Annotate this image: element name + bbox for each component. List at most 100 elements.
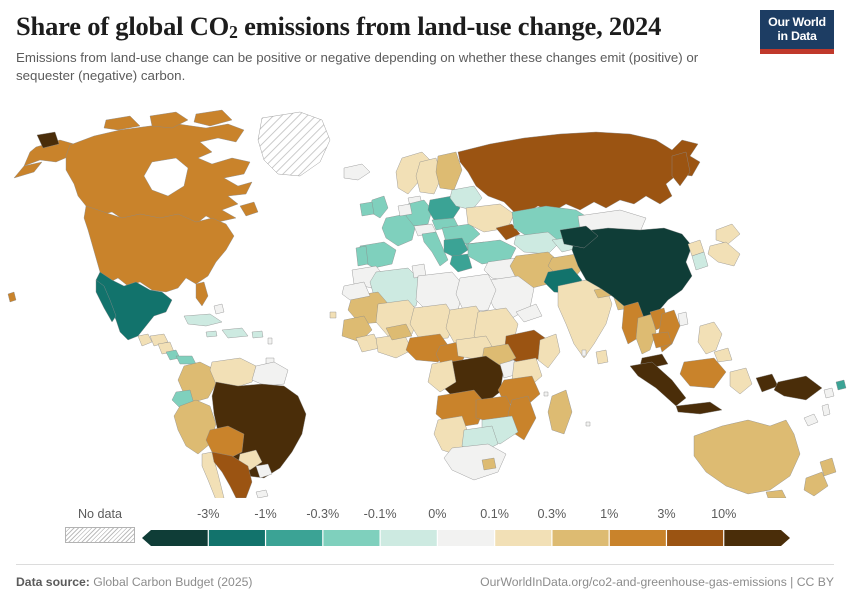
country-somalia[interactable]: Somalia bbox=[537, 333, 561, 369]
country-panama[interactable]: Panama bbox=[175, 355, 197, 365]
title-prefix: Share of global CO bbox=[16, 11, 230, 41]
country-philippines[interactable]: Philippines bbox=[697, 321, 723, 355]
country-hudson-bay[interactable]: Hudson Bay bbox=[143, 157, 189, 197]
country-new-zealand-south[interactable]: New Zealand South bbox=[803, 471, 829, 497]
world-map[interactable]: Greenland Alaska Alaska Peninsula Alaska… bbox=[0, 100, 850, 498]
country-canada-arctic-isle-1[interactable]: Canada Arctic Isle 1 bbox=[149, 111, 189, 129]
country-venezuela[interactable]: Venezuela bbox=[209, 357, 257, 389]
country-mali[interactable]: Mali bbox=[375, 299, 421, 337]
country-sri-lanka[interactable]: Sri Lanka bbox=[595, 349, 609, 365]
legend-bin[interactable]: more than 10% bbox=[723, 530, 790, 546]
country-puerto-rico[interactable]: Puerto Rico bbox=[251, 330, 264, 339]
country-hawaii[interactable]: Hawaii bbox=[7, 291, 17, 303]
country-florida[interactable]: Florida bbox=[195, 281, 209, 307]
country-japan[interactable]: Japan bbox=[715, 223, 741, 245]
country-cuba[interactable]: Cuba bbox=[183, 313, 223, 327]
country-yemen-oman[interactable]: Yemen Oman bbox=[515, 303, 543, 323]
country-russia[interactable]: Russia bbox=[457, 131, 701, 215]
country-niger[interactable]: Niger bbox=[409, 303, 457, 341]
owid-logo[interactable]: Our World in Data bbox=[760, 10, 834, 54]
country-comoros[interactable]: Comoros bbox=[543, 391, 549, 397]
country-bahamas[interactable]: Bahamas bbox=[213, 303, 225, 315]
country-philippines-mindanao[interactable]: Philippines Mindanao bbox=[713, 347, 733, 363]
country-alaska-peninsula[interactable]: Alaska Peninsula bbox=[13, 161, 43, 179]
country-sulawesi[interactable]: Sulawesi bbox=[729, 367, 753, 395]
country-vanuatu[interactable]: Vanuatu bbox=[821, 403, 831, 417]
country-haiti-dominican[interactable]: Haiti Dominican bbox=[221, 327, 249, 339]
attribution-link[interactable]: OurWorldInData.org/co2-and-greenhouse-ga… bbox=[480, 575, 834, 589]
country-falklands[interactable]: Falklands bbox=[255, 489, 269, 498]
legend-color-bar[interactable]: less than -3%-3% to -1%-1% to -0.3%-0.3%… bbox=[142, 530, 790, 546]
country-baja-california[interactable]: Baja California bbox=[95, 279, 117, 323]
country-uruguay[interactable]: Uruguay bbox=[255, 463, 273, 479]
legend-bin[interactable]: less than -3% bbox=[142, 530, 209, 546]
legend-tick-4: -0.1% bbox=[363, 507, 397, 521]
country-russia-kamchatka[interactable]: Russia Kamchatka bbox=[671, 151, 691, 187]
legend-bin[interactable]: 0.1% to 0.3% bbox=[494, 530, 552, 546]
country-gabon-congo[interactable]: Gabon Congo bbox=[427, 359, 457, 393]
country-mauritius[interactable]: Mauritius bbox=[585, 421, 591, 427]
country-maldives[interactable]: Maldives bbox=[581, 349, 587, 357]
country-argentina[interactable]: Argentina bbox=[211, 451, 253, 498]
country-south-korea[interactable]: South Korea bbox=[691, 251, 709, 271]
country-bolivia[interactable]: Bolivia bbox=[205, 425, 245, 461]
country-canada-arctic-isle-3[interactable]: Canada Arctic Isle 3 bbox=[103, 115, 141, 131]
country-fiji[interactable]: Fiji bbox=[835, 379, 847, 391]
legend-bin[interactable]: -1% to -0.3% bbox=[265, 530, 323, 546]
legend-bin[interactable]: 0% to 0.1% bbox=[437, 530, 495, 546]
legend-bin[interactable]: -3% to -1% bbox=[208, 530, 266, 546]
country-jamaica[interactable]: Jamaica bbox=[205, 330, 218, 338]
country-lesotho[interactable]: Lesotho bbox=[481, 457, 497, 471]
country-newfoundland[interactable]: Newfoundland bbox=[239, 201, 259, 217]
country-australia[interactable]: Australia bbox=[693, 419, 801, 495]
country-canada-arctic-isle-2[interactable]: Canada Arctic Isle 2 bbox=[193, 109, 233, 127]
country-china[interactable]: China bbox=[571, 227, 693, 327]
legend-bin[interactable]: 0.3% to 1% bbox=[551, 530, 610, 546]
country-egypt[interactable]: Egypt bbox=[455, 273, 497, 313]
country-iceland[interactable]: Iceland bbox=[343, 163, 371, 181]
country-italy[interactable]: Italy bbox=[421, 231, 449, 267]
country-alaska-inset-dark[interactable]: Alaska Inset Dark bbox=[36, 131, 60, 149]
legend-no-data-label: No data bbox=[77, 507, 123, 521]
country-western-sahara[interactable]: Western Sahara bbox=[341, 281, 371, 301]
footer-divider bbox=[16, 564, 834, 565]
country-netherlands-belgium[interactable]: Netherlands Belgium bbox=[397, 203, 413, 217]
country-peru[interactable]: Peru bbox=[173, 399, 217, 455]
country-sweden[interactable]: Sweden bbox=[415, 157, 443, 195]
country-papua-new-guinea[interactable]: Papua New Guinea bbox=[773, 375, 823, 401]
country-cape-verde[interactable]: Cape Verde bbox=[329, 311, 337, 319]
legend-no-data-group[interactable]: No data bbox=[65, 508, 135, 543]
country-madagascar[interactable]: Madagascar bbox=[547, 389, 573, 435]
legend-no-data-swatch[interactable] bbox=[65, 526, 135, 543]
country-serbia-balkans[interactable]: Serbia Balkans bbox=[443, 237, 469, 259]
country-finland[interactable]: Finland bbox=[435, 151, 463, 191]
country-cambodia[interactable]: Cambodia bbox=[651, 331, 673, 349]
legend-bin[interactable]: -0.1% to 0% bbox=[380, 530, 438, 546]
country-lesser-antilles[interactable]: Lesser Antilles bbox=[267, 337, 273, 345]
country-greenland[interactable]: Greenland bbox=[257, 111, 331, 177]
legend-bin[interactable]: -0.3% to -0.1% bbox=[322, 530, 381, 546]
country-ireland[interactable]: Ireland bbox=[359, 201, 375, 217]
country-china-xinjiang[interactable]: China Xinjiang bbox=[559, 225, 599, 249]
country-portugal[interactable]: Portugal bbox=[355, 245, 369, 267]
country-germany[interactable]: Germany bbox=[405, 199, 433, 227]
country-java[interactable]: Java bbox=[675, 401, 723, 415]
country-sumatra[interactable]: Sumatra bbox=[629, 361, 687, 407]
country-burkina-faso[interactable]: Burkina Faso bbox=[385, 323, 413, 341]
country-guyana-suriname[interactable]: Guyana Suriname bbox=[251, 361, 289, 387]
country-greece[interactable]: Greece bbox=[449, 253, 473, 273]
country-united-states[interactable]: United States bbox=[83, 205, 235, 293]
country-alaska[interactable]: Alaska bbox=[23, 139, 75, 167]
map-legend: No data -3% -1% -0.3% -0.1% 0% 0.1% 0.3% 1% 3% 10… bbox=[0, 500, 850, 558]
country-new-zealand-north[interactable]: New Zealand North bbox=[819, 457, 837, 477]
country-south-africa[interactable]: South Africa bbox=[443, 443, 507, 481]
country-japan-honshu[interactable]: Japan Honshu bbox=[707, 241, 741, 267]
country-guatemala[interactable]: Guatemala bbox=[137, 333, 153, 347]
legend-bin[interactable]: 1% to 3% bbox=[609, 530, 667, 546]
country-taiwan[interactable]: Taiwan bbox=[677, 311, 689, 327]
country-new-caledonia[interactable]: New Caledonia bbox=[803, 413, 819, 427]
country-solomon-islands[interactable]: Solomon Islands bbox=[823, 387, 835, 399]
country-borneo[interactable]: Borneo bbox=[679, 357, 727, 389]
legend-bin[interactable]: 3% to 10% bbox=[666, 530, 724, 546]
country-tasmania[interactable]: Tasmania bbox=[765, 489, 787, 498]
